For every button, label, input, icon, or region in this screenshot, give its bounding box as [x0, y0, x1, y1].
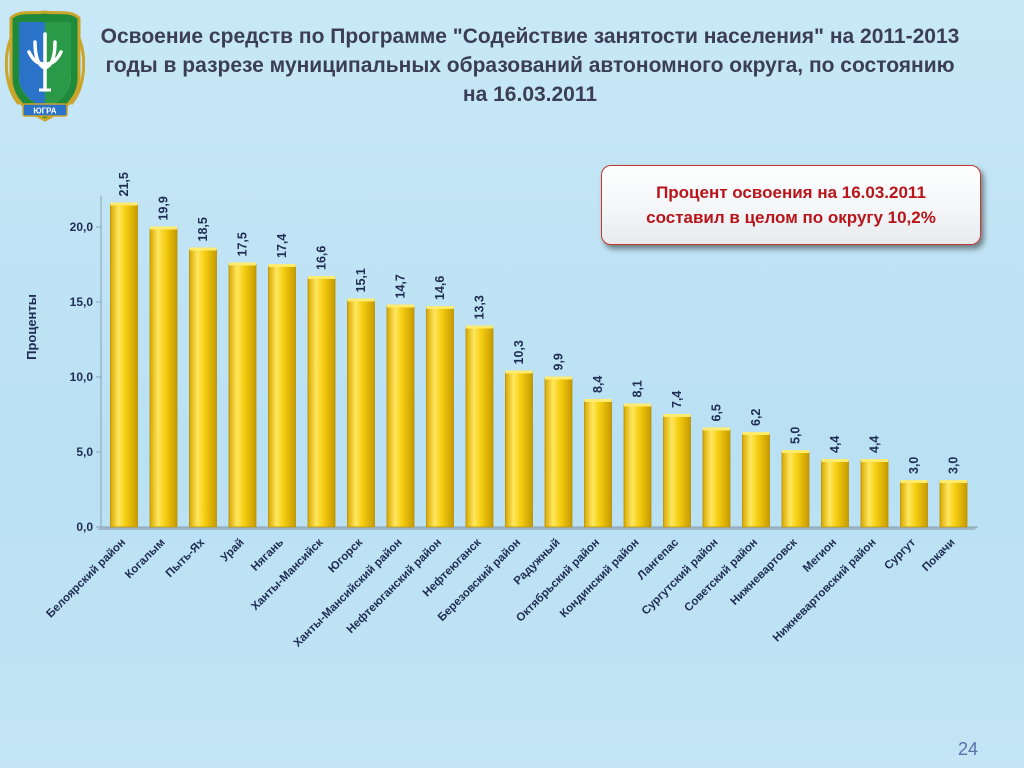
bar-top — [624, 403, 651, 407]
bar — [900, 481, 928, 528]
x-tick-label: Сургут — [882, 536, 918, 572]
bar — [781, 451, 810, 528]
bar-top — [308, 276, 335, 279]
bar-value-label: 13,3 — [473, 295, 487, 319]
bar-top — [900, 480, 928, 483]
summary-callout: Процент освоения на 16.03.2011 составил … — [601, 165, 981, 245]
x-tick-label: Сургутский район — [640, 537, 721, 618]
bar-top — [742, 432, 770, 435]
bar-value-label: 9,9 — [552, 353, 566, 370]
bar-top — [189, 247, 217, 251]
bar-top — [861, 459, 888, 462]
bar-top — [663, 414, 691, 417]
bar-value-label: 16,6 — [315, 246, 329, 270]
coat-of-arms-logo: ЮГРА — [5, 10, 85, 122]
bar-value-label: 14,6 — [433, 276, 447, 300]
bar-top — [150, 226, 177, 230]
bar — [544, 378, 573, 528]
bar-top — [347, 298, 375, 302]
bar-top — [268, 264, 296, 267]
bar — [465, 327, 494, 528]
bar — [149, 228, 178, 528]
x-tick-label: Покачи — [920, 537, 957, 574]
bar-value-label: 3,0 — [947, 457, 961, 474]
page-number: 24 — [957, 739, 978, 759]
bar-top — [584, 399, 612, 402]
bar-value-label: 3,0 — [907, 457, 921, 474]
bar — [860, 460, 889, 528]
x-tick-label: Белоярский район — [44, 537, 128, 621]
y-tick-label: 15,0 — [70, 295, 94, 309]
bar-value-label: 6,5 — [710, 404, 724, 421]
x-tick-label: Югорск — [326, 536, 365, 575]
x-tick-label: Советский район — [682, 537, 760, 615]
bar — [939, 481, 968, 528]
bar-top — [229, 262, 256, 266]
bar — [307, 277, 336, 528]
bar-value-label: 5,0 — [789, 427, 803, 444]
bar — [505, 372, 533, 528]
bar-value-label: 17,5 — [236, 232, 250, 256]
y-tick-label: 10,0 — [70, 370, 94, 384]
bar — [386, 306, 415, 528]
y-tick-label: 20,0 — [70, 220, 94, 234]
bar-value-label: 4,4 — [828, 436, 842, 453]
x-tick-label: Урай — [219, 537, 247, 565]
bar-top — [703, 427, 730, 431]
bar-value-label: 10,3 — [512, 340, 526, 364]
bar — [742, 433, 770, 528]
bar — [663, 415, 691, 528]
bar-value-label: 17,4 — [275, 234, 289, 258]
bar-value-label: 21,5 — [117, 172, 131, 196]
bar-value-label: 7,4 — [670, 391, 684, 408]
x-tick-label: Ханты-Мансийск — [249, 536, 326, 613]
bar — [189, 249, 217, 528]
bar-top — [782, 450, 809, 453]
bar-top — [821, 459, 849, 462]
bar-value-label: 14,7 — [394, 274, 408, 298]
bar-top — [387, 304, 414, 308]
y-tick-label: 5,0 — [76, 445, 93, 459]
logo-text: ЮГРА — [33, 107, 56, 116]
bar-value-label: 19,9 — [157, 196, 171, 220]
x-tick-label: Когалым — [123, 537, 167, 581]
bar-top — [545, 376, 572, 380]
bar-value-label: 18,5 — [196, 217, 210, 241]
callout-line-2: составил в целом по округу 10,2% — [646, 208, 936, 227]
x-tick-label: Мегион — [801, 537, 839, 575]
bar — [228, 264, 257, 528]
bar-value-label: 15,1 — [354, 268, 368, 292]
callout-line-1: Процент освоения на 16.03.2011 — [656, 183, 926, 202]
bar-top — [110, 202, 138, 206]
x-tick-label: Нижневартовск — [729, 536, 800, 607]
bar-top — [505, 370, 533, 374]
bar-value-label: 4,4 — [868, 436, 882, 453]
bar-top — [426, 306, 454, 309]
y-axis-title: Проценты — [24, 294, 39, 360]
bar-top — [466, 325, 493, 329]
bar — [623, 405, 652, 528]
y-tick-label: 0,0 — [76, 520, 93, 534]
x-axis-floor — [97, 527, 978, 530]
bar-top — [940, 480, 967, 483]
x-tick-label: Пыть-Ях — [164, 536, 208, 580]
bar — [702, 429, 731, 528]
bar — [110, 204, 138, 528]
slide-title: Освоение средств по Программе "Содействи… — [100, 25, 960, 106]
bar-value-label: 8,1 — [631, 380, 645, 397]
bar — [821, 460, 849, 528]
bar — [347, 300, 375, 528]
x-tick-label: Нягань — [249, 537, 286, 574]
bar — [268, 265, 296, 528]
x-tick-label: Березовский район — [436, 537, 523, 624]
bar — [426, 307, 454, 528]
x-tick-label: Кондинский район — [558, 537, 642, 621]
bar — [584, 400, 612, 528]
bar-value-label: 8,4 — [591, 376, 605, 393]
bar-value-label: 6,2 — [749, 409, 763, 426]
